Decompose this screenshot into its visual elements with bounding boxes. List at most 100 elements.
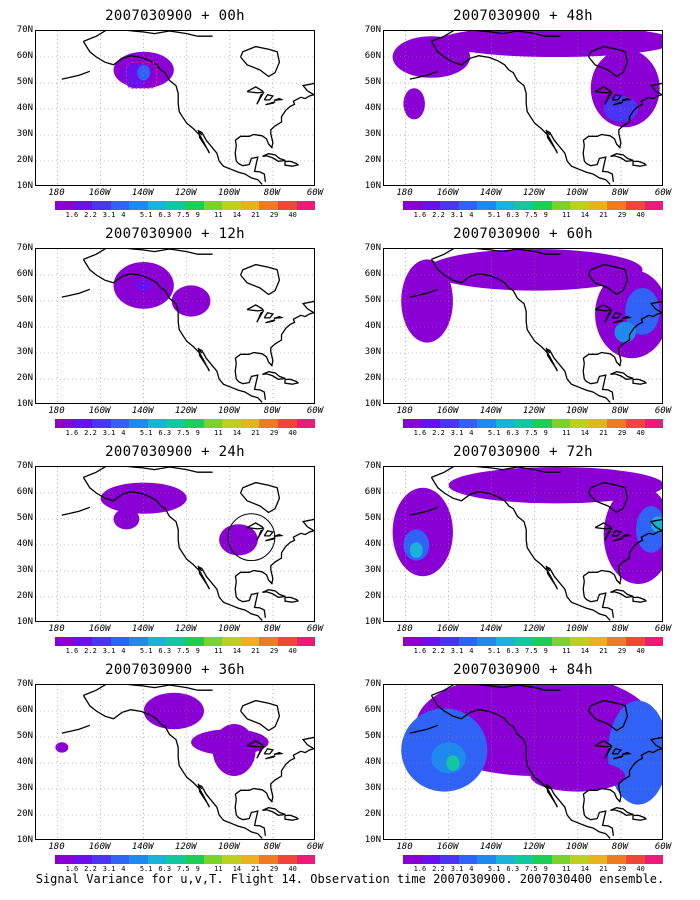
colorbar-label: 14	[232, 647, 242, 655]
lat-label: 20N	[364, 809, 381, 819]
panel-title: 2007030900 + 60h	[453, 226, 593, 242]
coastline	[621, 97, 632, 102]
lon-label: 140W	[479, 188, 502, 198]
colorbar-label: 3.1	[102, 211, 116, 219]
colorbar-label: 9	[543, 211, 548, 219]
colorbar-swatch	[55, 637, 74, 646]
variance-contour	[530, 760, 626, 792]
coastline	[234, 736, 314, 803]
colorbar-label: 4	[121, 647, 126, 655]
lat-label: 20N	[364, 373, 381, 383]
colorbar-label: 9	[195, 647, 200, 655]
colorbar-swatch	[92, 855, 111, 864]
coastline	[632, 378, 648, 385]
colorbar-label: 2.2	[432, 211, 445, 219]
colorbar-swatch	[129, 201, 148, 210]
coastline	[240, 699, 281, 732]
variance-contour	[614, 321, 636, 343]
colorbar-label: 3.1	[450, 429, 464, 437]
coastline	[594, 740, 613, 748]
colorbar-label: 4	[469, 429, 474, 437]
map-canvas	[384, 685, 662, 839]
lat-label: 70N	[16, 461, 33, 471]
lat-label: 50N	[364, 295, 381, 305]
colorbar-label: 7.5	[525, 211, 538, 219]
lat-label: 70N	[364, 461, 381, 471]
coastline	[265, 319, 276, 324]
colorbar-swatch	[495, 419, 515, 428]
panel-grid: 2007030900 + 00h 70N 60N 50N 40N 30N 20N 10N 180…	[0, 8, 671, 873]
lat-label: 60N	[16, 705, 33, 715]
variance-contour	[191, 729, 269, 756]
colorbar-label: 29	[269, 647, 279, 655]
map-panel-p24: 2007030900 + 24h 70N 60N 50N 40N 30N 20N 10N 180…	[0, 436, 330, 655]
colorbar-label: 14	[232, 211, 242, 219]
map-frame	[383, 684, 663, 840]
variance-contour	[113, 508, 140, 530]
lat-label: 10N	[364, 835, 381, 845]
colorbar-label: 2.2	[84, 211, 97, 219]
colorbar-label: 1.6	[413, 211, 427, 219]
lat-label: 30N	[364, 347, 381, 357]
target-circle	[227, 513, 276, 562]
colorbar-swatch	[259, 637, 278, 646]
coastline	[610, 807, 634, 816]
map-frame	[35, 684, 315, 840]
colorbar-swatch	[403, 201, 422, 210]
coastline	[588, 45, 629, 78]
map-frame	[35, 30, 315, 186]
colorbar-swatch	[403, 419, 422, 428]
colorbar-swatch	[259, 855, 278, 864]
coastline	[284, 596, 300, 603]
map-canvas	[384, 249, 662, 403]
colorbar-label: 14	[580, 647, 590, 655]
colorbar-swatch	[514, 855, 534, 864]
lat-label: 30N	[364, 129, 381, 139]
lon-label: 100W	[566, 406, 588, 416]
coastline	[604, 746, 613, 759]
colorbar-label: 21	[251, 647, 260, 655]
colorbar-label: 1.6	[65, 647, 79, 655]
coastline	[240, 481, 281, 514]
colorbar-swatch	[533, 419, 552, 428]
lat-label: 10N	[364, 181, 381, 191]
coastline	[545, 565, 551, 572]
lat-label: 20N	[16, 373, 33, 383]
colorbar-label: 2.2	[84, 647, 97, 655]
coastline	[632, 596, 648, 603]
lat-label: 60N	[16, 269, 33, 279]
panel-title: 2007030900 + 36h	[105, 662, 245, 678]
colorbar-label: 40	[636, 211, 645, 219]
coastline	[582, 799, 615, 836]
colorbar-swatch	[203, 419, 223, 428]
coastline	[594, 522, 613, 530]
colorbar-swatch	[147, 637, 167, 646]
coastline	[273, 315, 284, 320]
colorbar-label: 5.1	[487, 211, 501, 219]
coastline	[594, 86, 613, 94]
coastline	[611, 747, 623, 755]
colorbar-swatch	[129, 637, 148, 646]
colorbar-label: 29	[269, 429, 279, 437]
coastline	[632, 814, 648, 821]
colorbar-label: 6.3	[506, 429, 520, 437]
lat-label: 60N	[364, 51, 381, 61]
lon-label: 180	[48, 188, 65, 198]
lon-label: 60W	[306, 406, 324, 416]
lat-label: 60N	[364, 487, 381, 497]
lon-label: 180	[396, 188, 413, 198]
colorbar-label: 6.3	[158, 647, 172, 655]
colorbar-swatch	[607, 201, 626, 210]
colorbar-label: 14	[232, 865, 242, 873]
colorbar-swatch	[607, 419, 626, 428]
lat-label: 10N	[16, 835, 33, 845]
colorbar-swatch	[240, 855, 260, 864]
coastline	[284, 814, 300, 821]
lon-label: 160W	[436, 842, 459, 852]
colorbar-swatch	[551, 201, 571, 210]
map-panel-p12: 2007030900 + 12h 70N 60N 50N 40N 30N 20N 10N 180…	[0, 218, 330, 437]
lon-label: 160W	[88, 842, 111, 852]
coastline	[83, 249, 213, 261]
colorbar-swatch	[129, 855, 148, 864]
coastline	[545, 347, 551, 354]
